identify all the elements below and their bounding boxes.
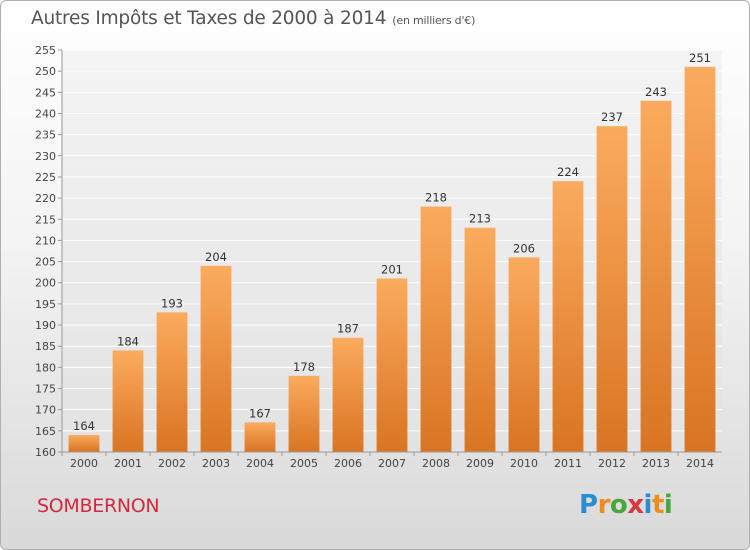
value-label-2012: 237 — [601, 110, 623, 124]
bar-2009 — [464, 227, 496, 452]
bar-2001 — [112, 350, 144, 452]
x-tick-label-2011: 2011 — [554, 457, 582, 470]
value-labels: 164 184 193 204 167 178 187 201 218 213 206 224 237 2… — [73, 51, 711, 433]
y-tick-label: 210 — [35, 234, 56, 247]
value-label-2003: 204 — [205, 250, 227, 264]
x-tick-label-2003: 2003 — [202, 457, 230, 470]
value-label-2009: 213 — [469, 212, 491, 226]
bar-2011 — [552, 181, 584, 452]
bar-2013 — [640, 100, 672, 453]
chart-subtitle: (en milliers d'€) — [392, 14, 476, 27]
y-axis-ticks: 160 165 170 175 180 185 190 195 200 205 210 215 220 2… — [35, 44, 62, 459]
x-tick-label-2005: 2005 — [290, 457, 318, 470]
x-tick-label-2012: 2012 — [598, 457, 626, 470]
value-label-2011: 224 — [557, 165, 579, 179]
x-tick-label-2013: 2013 — [642, 457, 670, 470]
value-label-2014: 251 — [689, 51, 711, 65]
y-tick-label: 245 — [35, 86, 56, 99]
value-label-2005: 178 — [293, 360, 315, 374]
x-tick-label-2002: 2002 — [158, 457, 186, 470]
value-label-2013: 243 — [645, 85, 667, 99]
x-axis-ticks: 2000 2001 2002 2003 2004 2005 2006 2007 2008 2009… — [61, 452, 714, 470]
bar-2007 — [376, 278, 408, 452]
y-tick-label: 255 — [35, 44, 56, 57]
bar-2003 — [200, 265, 232, 452]
x-tick-label-2001: 2001 — [114, 457, 142, 470]
y-tick-label: 160 — [35, 446, 56, 459]
commune-name: SOMBERNON — [37, 495, 160, 517]
y-tick-label: 215 — [35, 213, 56, 226]
value-label-2000: 164 — [73, 419, 95, 433]
x-tick-label-2007: 2007 — [378, 457, 406, 470]
y-tick-label: 180 — [35, 361, 56, 374]
value-label-2001: 184 — [117, 334, 139, 348]
x-tick-label-2010: 2010 — [510, 457, 538, 470]
logo-letter: P — [579, 490, 598, 520]
y-tick-label: 185 — [35, 340, 56, 353]
proxiti-logo: Proxiti — [579, 490, 673, 520]
bar-2012 — [596, 126, 628, 452]
y-tick-label: 240 — [35, 107, 56, 120]
bar-2008 — [420, 206, 452, 452]
x-tick-label-2008: 2008 — [422, 457, 450, 470]
bar-2000 — [68, 435, 100, 452]
x-tick-label-2009: 2009 — [466, 457, 494, 470]
y-tick-label: 200 — [35, 277, 56, 290]
y-tick-label: 225 — [35, 171, 56, 184]
logo-letter: t — [651, 490, 664, 520]
value-label-2008: 218 — [425, 191, 447, 205]
y-tick-label: 170 — [35, 404, 56, 417]
y-tick-label: 205 — [35, 256, 56, 269]
chart-title-text: Autres Impôts et Taxes de 2000 à 2014 — [31, 8, 387, 29]
y-tick-label: 235 — [35, 129, 56, 142]
bar-2010 — [508, 257, 540, 452]
value-label-2007: 201 — [381, 263, 403, 277]
logo-letter: o — [609, 490, 628, 520]
value-label-2004: 167 — [249, 406, 271, 420]
logo-letter: r — [597, 490, 611, 520]
x-tick-label-2006: 2006 — [334, 457, 362, 470]
value-label-2006: 187 — [337, 322, 359, 336]
y-tick-label: 175 — [35, 383, 56, 396]
x-tick-label-2000: 2000 — [70, 457, 98, 470]
bar-2005 — [288, 375, 320, 452]
y-tick-label: 220 — [35, 192, 56, 205]
chart-title: Autres Impôts et Taxes de 2000 à 2014 (en… — [31, 8, 475, 29]
y-tick-label: 165 — [35, 425, 56, 438]
bars — [68, 66, 716, 453]
x-tick-label-2004: 2004 — [246, 457, 274, 470]
value-label-2002: 193 — [161, 296, 183, 310]
y-tick-label: 250 — [35, 65, 56, 78]
logo-letter: i — [643, 490, 653, 520]
logo-letter: i — [663, 490, 673, 520]
bar-2004 — [244, 422, 276, 452]
logo-letter: x — [627, 490, 644, 520]
bar-2014 — [684, 66, 716, 452]
y-tick-label: 195 — [35, 298, 56, 311]
y-tick-label: 190 — [35, 319, 56, 332]
bar-2002 — [156, 312, 188, 452]
value-label-2010: 206 — [513, 241, 535, 255]
x-tick-label-2014: 2014 — [686, 457, 714, 470]
bar-2006 — [332, 337, 364, 452]
y-tick-label: 230 — [35, 150, 56, 163]
